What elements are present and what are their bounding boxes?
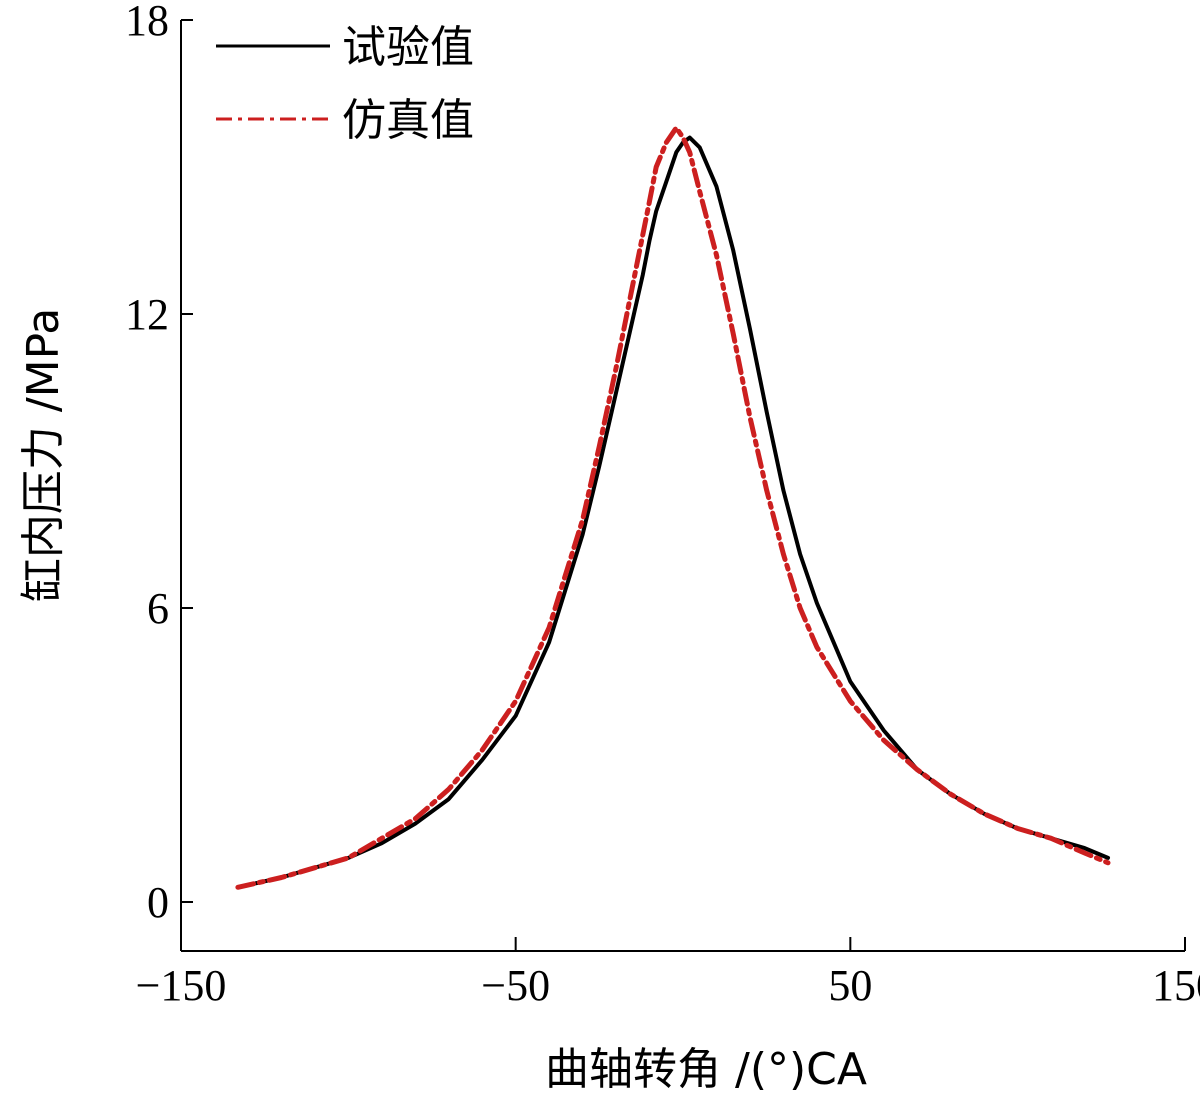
series-group [235, 125, 1111, 890]
x-tick-label: −50 [481, 961, 550, 1010]
y-ticks: 0 6 12 18 [125, 0, 193, 927]
x-axis-title: 曲轴转角 /(°)CA [545, 1044, 867, 1093]
legend: 试验值 仿真值 [216, 22, 474, 146]
x-tick-label: 150 [1152, 961, 1200, 1010]
y-axis-title: 缸内压力 /MPa [18, 308, 69, 602]
legend-label-test: 试验值 [342, 22, 474, 73]
x-ticks: −150 −50 50 150 [136, 937, 1200, 1010]
y-tick-label: 6 [147, 584, 169, 633]
x-tick-label: 50 [828, 961, 872, 1010]
x-tick-label: −150 [136, 961, 227, 1010]
y-tick-label: 0 [147, 878, 169, 927]
series-line-sim [235, 125, 1111, 890]
y-tick-label: 18 [125, 0, 169, 45]
y-tick-label: 12 [125, 290, 169, 339]
series-line-test [235, 135, 1110, 890]
axes [180, 20, 1185, 952]
legend-label-sim: 仿真值 [342, 95, 474, 146]
